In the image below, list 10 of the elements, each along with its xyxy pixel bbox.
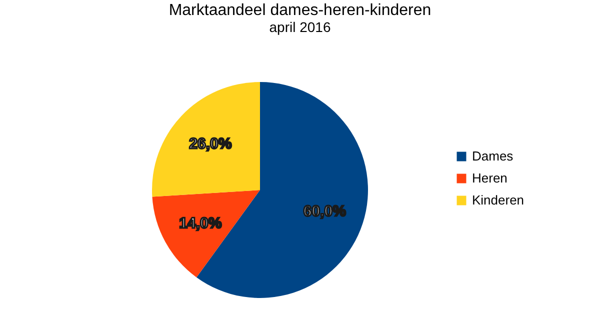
legend-label: Kinderen [472,192,524,208]
chart-subtitle: april 2016 [269,19,331,35]
data-label: 14,0% [179,214,222,232]
data-label: 60,0% [303,203,346,220]
legend-label: Heren [472,170,508,186]
legend-label: Dames [472,148,514,164]
pie-slice [152,190,260,278]
chart-title: Marktaandeel dames-heren-kinderen [168,2,432,19]
data-label: 26,0% [189,135,232,152]
pie-slice [152,82,260,197]
